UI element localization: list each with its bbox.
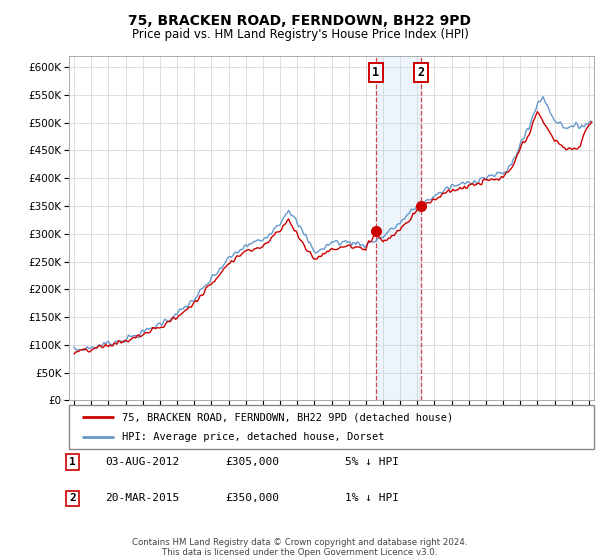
Text: 2: 2 <box>69 493 76 503</box>
Text: 75, BRACKEN ROAD, FERNDOWN, BH22 9PD (detached house): 75, BRACKEN ROAD, FERNDOWN, BH22 9PD (de… <box>121 412 453 422</box>
FancyBboxPatch shape <box>69 405 594 449</box>
Text: £305,000: £305,000 <box>225 457 279 467</box>
Text: £350,000: £350,000 <box>225 493 279 503</box>
Text: Price paid vs. HM Land Registry's House Price Index (HPI): Price paid vs. HM Land Registry's House … <box>131 28 469 41</box>
Text: 2: 2 <box>418 66 424 79</box>
Text: 03-AUG-2012: 03-AUG-2012 <box>105 457 179 467</box>
Text: HPI: Average price, detached house, Dorset: HPI: Average price, detached house, Dors… <box>121 432 384 442</box>
Text: 1: 1 <box>69 457 76 467</box>
Text: Contains HM Land Registry data © Crown copyright and database right 2024.
This d: Contains HM Land Registry data © Crown c… <box>132 538 468 557</box>
Text: 5% ↓ HPI: 5% ↓ HPI <box>345 457 399 467</box>
Text: 1: 1 <box>372 66 379 79</box>
Text: 75, BRACKEN ROAD, FERNDOWN, BH22 9PD: 75, BRACKEN ROAD, FERNDOWN, BH22 9PD <box>128 14 472 28</box>
Text: 20-MAR-2015: 20-MAR-2015 <box>105 493 179 503</box>
Text: 1% ↓ HPI: 1% ↓ HPI <box>345 493 399 503</box>
Bar <box>376 56 421 400</box>
